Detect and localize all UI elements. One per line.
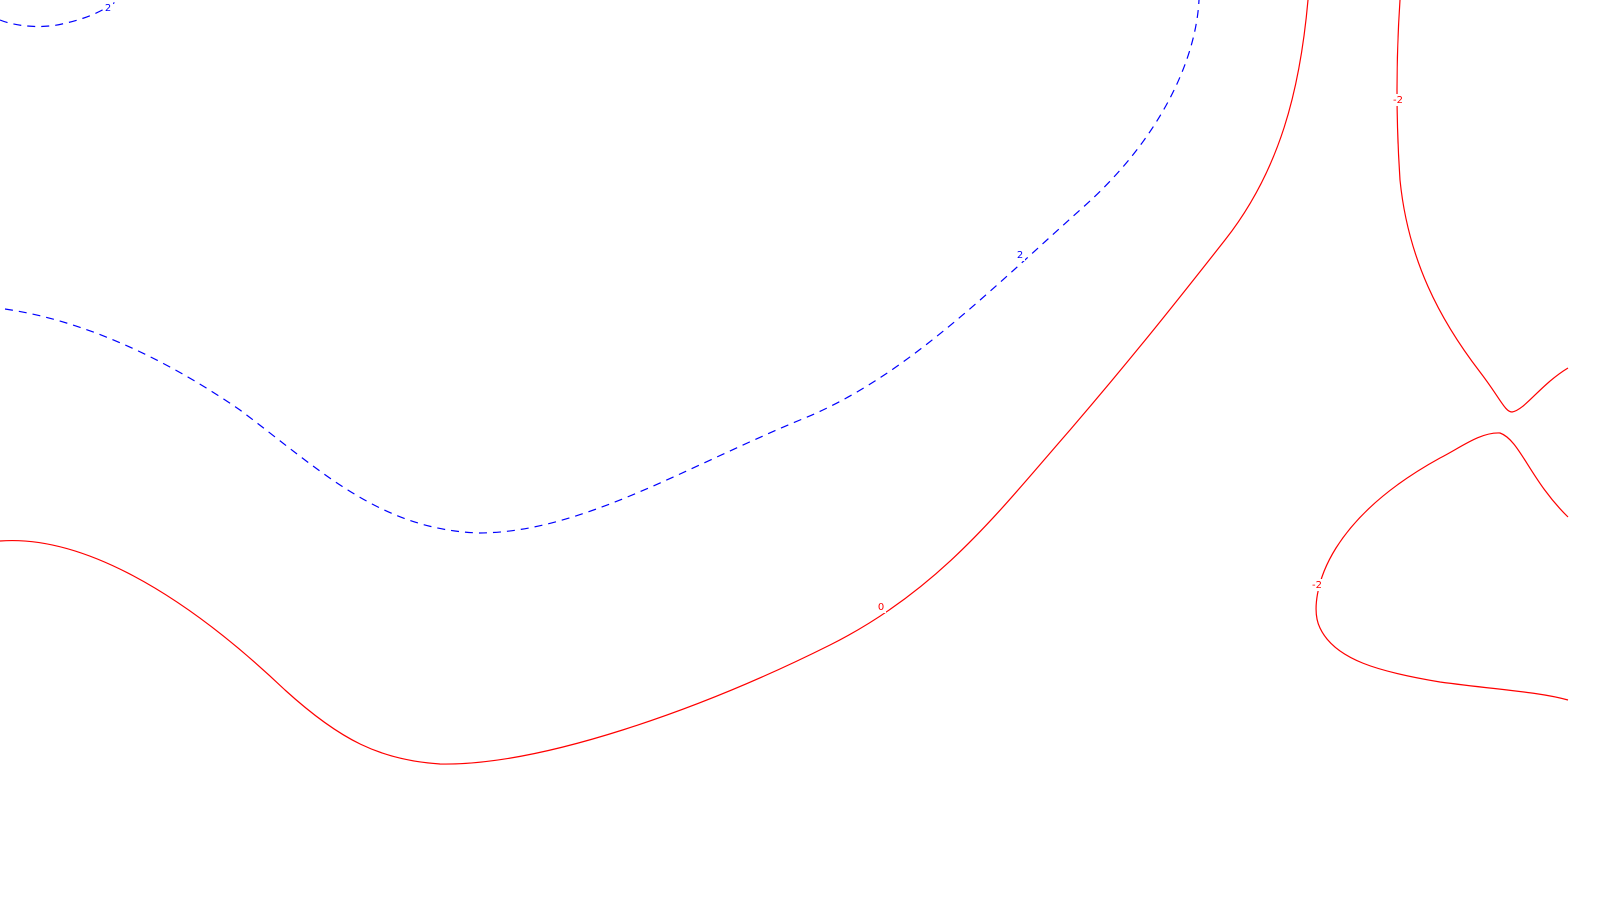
contour-label-neg2-lower: -2 (1312, 580, 1322, 591)
contour-label-2-topleft-background (103, 2, 113, 14)
contour-lines (0, 0, 1569, 765)
contour-labels: 2 2 0 -2 -2 (103, 2, 1406, 613)
contour-line-level-2-topleft (0, 0, 119, 28)
contour-label-2-main-background (1015, 249, 1025, 261)
contour-label-neg2-upper-background (1390, 94, 1406, 106)
contour-label-0: 0 (878, 602, 884, 613)
contour-line-level-2-main (4, 0, 1200, 534)
contour-label-neg2-upper: -2 (1393, 95, 1403, 106)
contour-line-level-0 (0, 0, 1309, 765)
contour-label-2-topleft: 2 (105, 3, 111, 14)
contour-line-level-neg2-lower (1315, 432, 1569, 701)
contour-label-neg2-lower-background (1309, 579, 1325, 591)
contour-label-0-background (876, 601, 886, 613)
contour-label-2-main: 2 (1017, 250, 1023, 261)
